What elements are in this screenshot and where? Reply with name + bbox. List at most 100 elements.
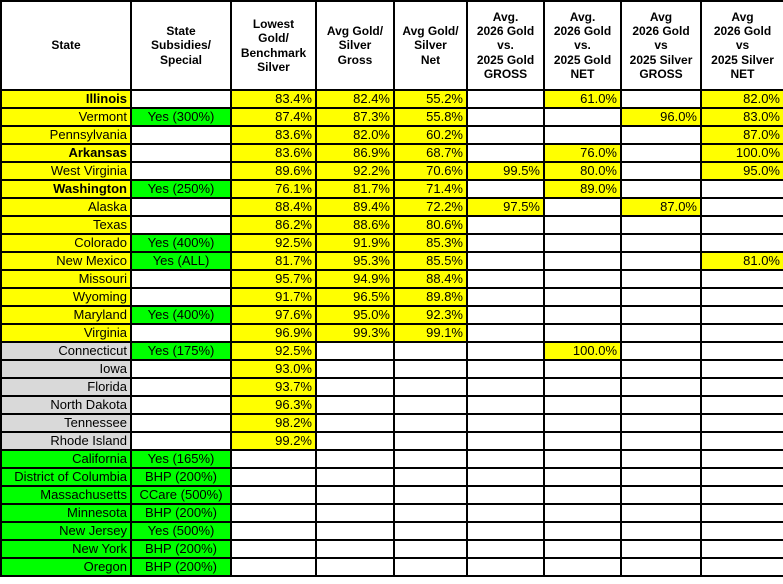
value-cell-avg_2026_gold_vs_2025_silver_gross[interactable] (620, 287, 702, 307)
value-cell-lowest_gold_benchmark_silver[interactable]: 91.7% (230, 287, 317, 307)
value-cell-avg_gold_silver_gross[interactable]: 87.3% (315, 107, 395, 127)
value-cell-avg_2026_gold_vs_2025_gold_gross[interactable] (466, 215, 545, 235)
value-cell-avg_2026_gold_vs_2025_silver_net[interactable]: 82.0% (700, 89, 783, 109)
value-cell-avg_2026_gold_vs_2025_gold_gross[interactable] (466, 323, 545, 343)
subsidy-cell[interactable]: BHP (200%) (130, 557, 232, 577)
subsidy-cell[interactable] (130, 377, 232, 397)
value-cell-avg_gold_silver_net[interactable]: 68.7% (393, 143, 468, 163)
value-cell-avg_gold_silver_net[interactable] (393, 521, 468, 541)
value-cell-avg_gold_silver_gross[interactable]: 88.6% (315, 215, 395, 235)
value-cell-avg_2026_gold_vs_2025_gold_gross[interactable] (466, 485, 545, 505)
subsidy-cell[interactable]: BHP (200%) (130, 503, 232, 523)
value-cell-avg_gold_silver_net[interactable]: 85.5% (393, 251, 468, 271)
value-cell-avg_gold_silver_gross[interactable] (315, 503, 395, 523)
value-cell-avg_gold_silver_net[interactable]: 55.8% (393, 107, 468, 127)
value-cell-avg_2026_gold_vs_2025_gold_gross[interactable] (466, 125, 545, 145)
value-cell-avg_2026_gold_vs_2025_gold_gross[interactable]: 99.5% (466, 161, 545, 181)
value-cell-avg_2026_gold_vs_2025_silver_gross[interactable] (620, 449, 702, 469)
value-cell-avg_2026_gold_vs_2025_gold_gross[interactable] (466, 179, 545, 199)
value-cell-avg_2026_gold_vs_2025_gold_net[interactable] (543, 557, 622, 577)
subsidy-cell[interactable]: Yes (300%) (130, 107, 232, 127)
value-cell-avg_2026_gold_vs_2025_gold_net[interactable] (543, 503, 622, 523)
subsidy-cell[interactable] (130, 269, 232, 289)
value-cell-avg_2026_gold_vs_2025_gold_net[interactable] (543, 413, 622, 433)
value-cell-avg_2026_gold_vs_2025_silver_gross[interactable] (620, 323, 702, 343)
value-cell-avg_2026_gold_vs_2025_silver_net[interactable] (700, 305, 783, 325)
subsidy-cell[interactable] (130, 125, 232, 145)
state-cell[interactable]: Washington (0, 179, 132, 199)
subsidy-cell[interactable] (130, 413, 232, 433)
value-cell-avg_2026_gold_vs_2025_gold_gross[interactable] (466, 233, 545, 253)
value-cell-lowest_gold_benchmark_silver[interactable] (230, 557, 317, 577)
value-cell-avg_gold_silver_net[interactable]: 85.3% (393, 233, 468, 253)
value-cell-avg_2026_gold_vs_2025_silver_gross[interactable] (620, 539, 702, 559)
value-cell-avg_gold_silver_gross[interactable] (315, 539, 395, 559)
state-cell[interactable]: Illinois (0, 89, 132, 109)
value-cell-lowest_gold_benchmark_silver[interactable]: 98.2% (230, 413, 317, 433)
value-cell-avg_2026_gold_vs_2025_silver_gross[interactable] (620, 431, 702, 451)
value-cell-lowest_gold_benchmark_silver[interactable]: 83.4% (230, 89, 317, 109)
value-cell-avg_2026_gold_vs_2025_gold_gross[interactable] (466, 341, 545, 361)
value-cell-avg_2026_gold_vs_2025_silver_gross[interactable] (620, 125, 702, 145)
value-cell-avg_2026_gold_vs_2025_silver_net[interactable]: 87.0% (700, 125, 783, 145)
value-cell-avg_2026_gold_vs_2025_gold_net[interactable] (543, 323, 622, 343)
value-cell-avg_2026_gold_vs_2025_gold_net[interactable] (543, 359, 622, 379)
value-cell-avg_gold_silver_gross[interactable] (315, 467, 395, 487)
value-cell-lowest_gold_benchmark_silver[interactable]: 76.1% (230, 179, 317, 199)
value-cell-lowest_gold_benchmark_silver[interactable]: 89.6% (230, 161, 317, 181)
value-cell-avg_2026_gold_vs_2025_gold_gross[interactable] (466, 449, 545, 469)
value-cell-avg_2026_gold_vs_2025_silver_net[interactable] (700, 323, 783, 343)
value-cell-avg_2026_gold_vs_2025_gold_net[interactable] (543, 197, 622, 217)
value-cell-avg_2026_gold_vs_2025_silver_net[interactable] (700, 233, 783, 253)
value-cell-avg_gold_silver_net[interactable]: 99.1% (393, 323, 468, 343)
value-cell-avg_gold_silver_gross[interactable] (315, 413, 395, 433)
state-cell[interactable]: North Dakota (0, 395, 132, 415)
value-cell-avg_2026_gold_vs_2025_silver_gross[interactable]: 87.0% (620, 197, 702, 217)
value-cell-avg_2026_gold_vs_2025_gold_net[interactable] (543, 431, 622, 451)
value-cell-avg_gold_silver_net[interactable] (393, 413, 468, 433)
value-cell-avg_2026_gold_vs_2025_gold_gross[interactable] (466, 557, 545, 577)
value-cell-avg_2026_gold_vs_2025_silver_net[interactable] (700, 485, 783, 505)
value-cell-avg_2026_gold_vs_2025_silver_gross[interactable] (620, 305, 702, 325)
value-cell-avg_2026_gold_vs_2025_silver_gross[interactable] (620, 269, 702, 289)
value-cell-avg_2026_gold_vs_2025_gold_net[interactable]: 80.0% (543, 161, 622, 181)
value-cell-avg_gold_silver_gross[interactable]: 82.4% (315, 89, 395, 109)
value-cell-avg_2026_gold_vs_2025_silver_net[interactable] (700, 215, 783, 235)
value-cell-lowest_gold_benchmark_silver[interactable]: 99.2% (230, 431, 317, 451)
value-cell-lowest_gold_benchmark_silver[interactable]: 87.4% (230, 107, 317, 127)
state-cell[interactable]: Alaska (0, 197, 132, 217)
value-cell-avg_2026_gold_vs_2025_gold_gross[interactable] (466, 395, 545, 415)
subsidy-cell[interactable] (130, 215, 232, 235)
state-cell[interactable]: New Jersey (0, 521, 132, 541)
state-cell[interactable]: Virginia (0, 323, 132, 343)
value-cell-avg_2026_gold_vs_2025_gold_gross[interactable] (466, 251, 545, 271)
state-cell[interactable]: Pennsylvania (0, 125, 132, 145)
value-cell-avg_gold_silver_gross[interactable] (315, 341, 395, 361)
value-cell-avg_gold_silver_gross[interactable]: 89.4% (315, 197, 395, 217)
value-cell-avg_2026_gold_vs_2025_gold_net[interactable] (543, 233, 622, 253)
value-cell-avg_gold_silver_gross[interactable]: 96.5% (315, 287, 395, 307)
subsidy-cell[interactable]: CCare (500%) (130, 485, 232, 505)
value-cell-avg_gold_silver_net[interactable] (393, 341, 468, 361)
value-cell-avg_gold_silver_gross[interactable] (315, 395, 395, 415)
value-cell-avg_2026_gold_vs_2025_silver_net[interactable] (700, 377, 783, 397)
value-cell-lowest_gold_benchmark_silver[interactable]: 81.7% (230, 251, 317, 271)
state-cell[interactable]: Texas (0, 215, 132, 235)
value-cell-avg_2026_gold_vs_2025_silver_gross[interactable] (620, 179, 702, 199)
value-cell-avg_2026_gold_vs_2025_silver_net[interactable]: 95.0% (700, 161, 783, 181)
value-cell-avg_2026_gold_vs_2025_silver_net[interactable] (700, 269, 783, 289)
value-cell-lowest_gold_benchmark_silver[interactable]: 93.0% (230, 359, 317, 379)
value-cell-avg_2026_gold_vs_2025_gold_gross[interactable] (466, 539, 545, 559)
value-cell-avg_2026_gold_vs_2025_silver_net[interactable]: 100.0% (700, 143, 783, 163)
value-cell-avg_2026_gold_vs_2025_silver_gross[interactable] (620, 377, 702, 397)
value-cell-avg_2026_gold_vs_2025_silver_net[interactable] (700, 449, 783, 469)
value-cell-avg_2026_gold_vs_2025_silver_net[interactable] (700, 503, 783, 523)
value-cell-avg_2026_gold_vs_2025_silver_gross[interactable] (620, 467, 702, 487)
value-cell-lowest_gold_benchmark_silver[interactable]: 88.4% (230, 197, 317, 217)
state-cell[interactable]: New York (0, 539, 132, 559)
subsidy-cell[interactable] (130, 323, 232, 343)
value-cell-avg_2026_gold_vs_2025_silver_net[interactable] (700, 287, 783, 307)
value-cell-avg_2026_gold_vs_2025_gold_gross[interactable] (466, 377, 545, 397)
value-cell-avg_gold_silver_net[interactable] (393, 485, 468, 505)
value-cell-avg_2026_gold_vs_2025_gold_net[interactable] (543, 521, 622, 541)
